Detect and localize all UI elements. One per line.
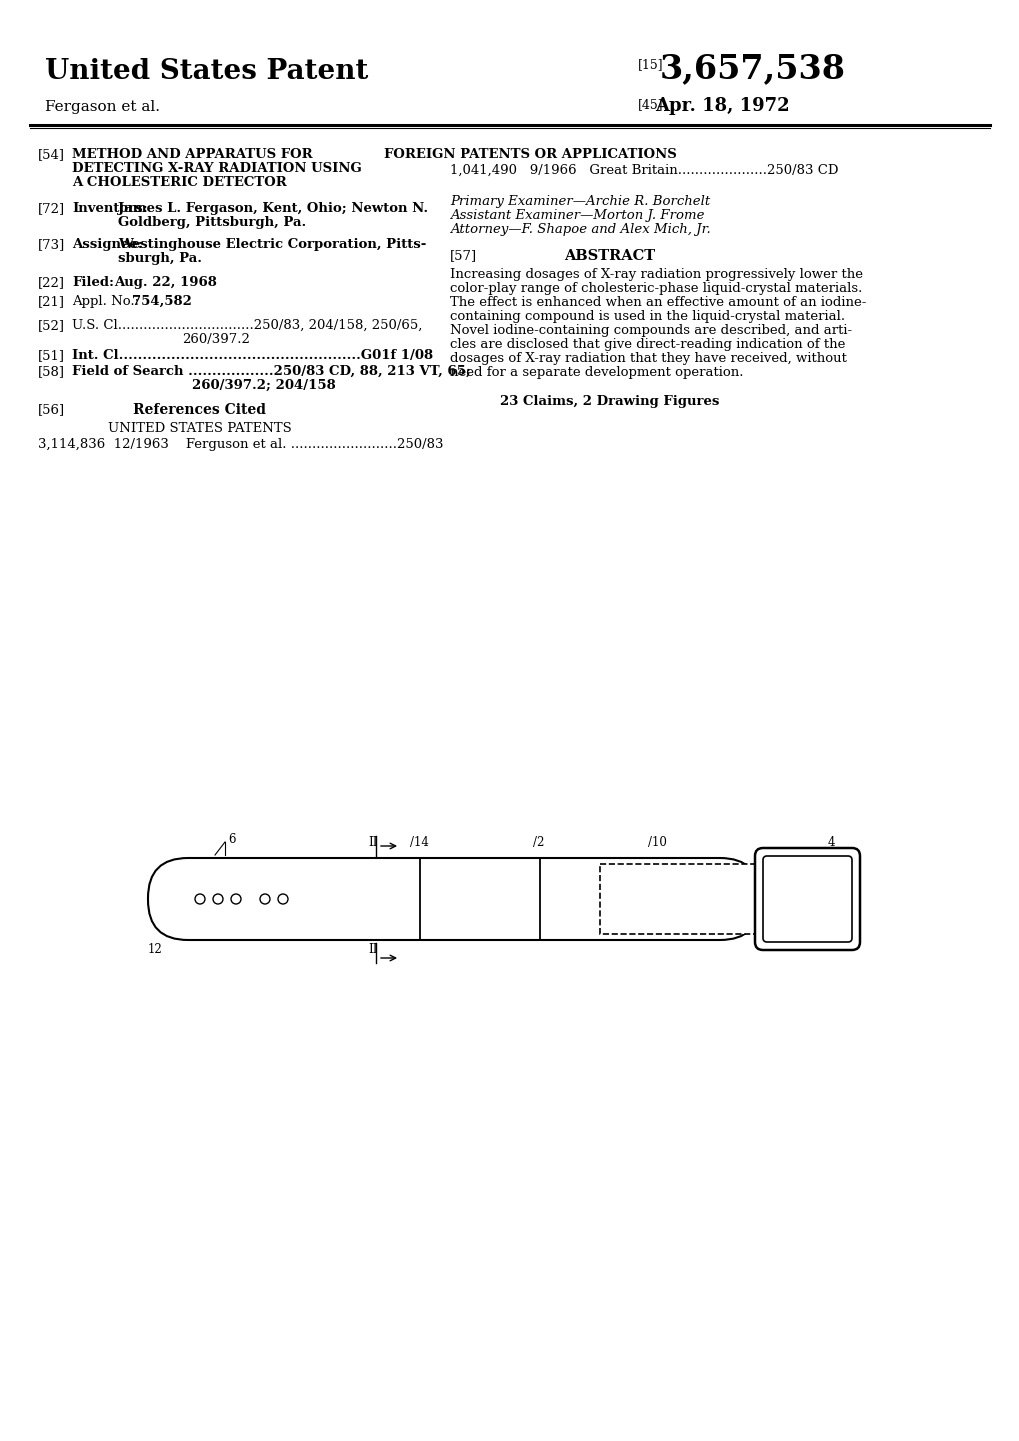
Text: [52]: [52] bbox=[38, 318, 65, 331]
Text: ABSTRACT: ABSTRACT bbox=[564, 249, 655, 264]
Text: [15]: [15] bbox=[637, 58, 663, 71]
Text: Assignee:: Assignee: bbox=[72, 238, 143, 251]
Text: sburgh, Pa.: sburgh, Pa. bbox=[118, 252, 202, 265]
Circle shape bbox=[213, 893, 223, 904]
Text: 12: 12 bbox=[148, 942, 163, 955]
Text: [51]: [51] bbox=[38, 349, 65, 362]
Text: [72]: [72] bbox=[38, 202, 65, 215]
Text: Inventors:: Inventors: bbox=[72, 202, 148, 215]
Text: II: II bbox=[368, 836, 377, 849]
Text: Goldberg, Pittsburgh, Pa.: Goldberg, Pittsburgh, Pa. bbox=[118, 216, 306, 229]
Circle shape bbox=[230, 893, 240, 904]
Text: FOREIGN PATENTS OR APPLICATIONS: FOREIGN PATENTS OR APPLICATIONS bbox=[383, 148, 676, 161]
Text: [21]: [21] bbox=[38, 295, 65, 308]
Text: Increasing dosages of X-ray radiation progressively lower the: Increasing dosages of X-ray radiation pr… bbox=[449, 268, 862, 281]
Circle shape bbox=[278, 893, 287, 904]
Text: Novel iodine-containing compounds are described, and arti-: Novel iodine-containing compounds are de… bbox=[449, 324, 851, 337]
Text: color-play range of cholesteric-phase liquid-crystal materials.: color-play range of cholesteric-phase li… bbox=[449, 282, 861, 295]
Text: 3,114,836  12/1963    Ferguson et al. .........................250/83: 3,114,836 12/1963 Ferguson et al. ......… bbox=[38, 438, 443, 451]
Text: References Cited: References Cited bbox=[133, 403, 266, 416]
Text: [54]: [54] bbox=[38, 148, 65, 161]
Text: A CHOLESTERIC DETECTOR: A CHOLESTERIC DETECTOR bbox=[72, 176, 286, 189]
Text: Filed:: Filed: bbox=[72, 277, 114, 290]
Text: /2: /2 bbox=[533, 836, 544, 849]
Text: need for a separate development operation.: need for a separate development operatio… bbox=[449, 366, 743, 379]
Text: [57]: [57] bbox=[449, 249, 477, 262]
Text: James L. Fergason, Kent, Ohio; Newton N.: James L. Fergason, Kent, Ohio; Newton N. bbox=[118, 202, 428, 215]
Text: /10: /10 bbox=[647, 836, 666, 849]
Text: /14: /14 bbox=[410, 836, 428, 849]
Text: UNITED STATES PATENTS: UNITED STATES PATENTS bbox=[108, 422, 291, 435]
FancyBboxPatch shape bbox=[762, 856, 851, 942]
Text: 3,657,538: 3,657,538 bbox=[659, 52, 845, 85]
Text: Westinghouse Electric Corporation, Pitts-: Westinghouse Electric Corporation, Pitts… bbox=[118, 238, 426, 251]
Text: II: II bbox=[368, 942, 377, 955]
Text: containing compound is used in the liquid-crystal material.: containing compound is used in the liqui… bbox=[449, 310, 845, 323]
Text: Attorney—F. Shapoe and Alex Mich, Jr.: Attorney—F. Shapoe and Alex Mich, Jr. bbox=[449, 223, 710, 236]
Bar bbox=[599, 865, 754, 934]
Text: 8: 8 bbox=[797, 895, 805, 908]
FancyBboxPatch shape bbox=[148, 857, 759, 940]
Text: Appl. No.:: Appl. No.: bbox=[72, 295, 139, 308]
Text: dosages of X-ray radiation that they have received, without: dosages of X-ray radiation that they hav… bbox=[449, 352, 846, 365]
Text: 4: 4 bbox=[827, 836, 835, 849]
Text: 260/397.2; 204/158: 260/397.2; 204/158 bbox=[192, 379, 335, 392]
Text: [56]: [56] bbox=[38, 403, 65, 416]
Text: The effect is enhanced when an effective amount of an iodine-: The effect is enhanced when an effective… bbox=[449, 295, 865, 308]
Text: Fergason et al.: Fergason et al. bbox=[45, 99, 160, 114]
Text: cles are disclosed that give direct-reading indication of the: cles are disclosed that give direct-read… bbox=[449, 339, 845, 352]
Text: United States Patent: United States Patent bbox=[45, 58, 368, 85]
Text: Field of Search ..................250/83 CD, 88, 213 VT, 65;: Field of Search ..................250/83… bbox=[72, 365, 471, 378]
Text: [58]: [58] bbox=[38, 365, 65, 378]
Circle shape bbox=[260, 893, 270, 904]
Text: 260/397.2: 260/397.2 bbox=[181, 333, 250, 346]
Text: Primary Examiner—Archie R. Borchelt: Primary Examiner—Archie R. Borchelt bbox=[449, 195, 709, 208]
Text: METHOD AND APPARATUS FOR: METHOD AND APPARATUS FOR bbox=[72, 148, 312, 161]
Text: 23 Claims, 2 Drawing Figures: 23 Claims, 2 Drawing Figures bbox=[500, 395, 719, 408]
FancyBboxPatch shape bbox=[754, 847, 859, 950]
Text: DETECTING X-RAY RADIATION USING: DETECTING X-RAY RADIATION USING bbox=[72, 161, 362, 174]
Text: [22]: [22] bbox=[38, 277, 65, 290]
Text: 6: 6 bbox=[228, 833, 235, 846]
Text: Int. Cl...................................................G01f 1/08: Int. Cl.................................… bbox=[72, 349, 433, 362]
Text: 754,582: 754,582 bbox=[131, 295, 192, 308]
Text: Aug. 22, 1968: Aug. 22, 1968 bbox=[114, 277, 217, 290]
Text: [45]: [45] bbox=[637, 98, 663, 111]
Text: [73]: [73] bbox=[38, 238, 65, 251]
Text: Assistant Examiner—Morton J. Frome: Assistant Examiner—Morton J. Frome bbox=[449, 209, 704, 222]
Text: U.S. Cl................................250/83, 204/158, 250/65,: U.S. Cl................................2… bbox=[72, 318, 422, 331]
Text: 1,041,490   9/1966   Great Britain.....................250/83 CD: 1,041,490 9/1966 Great Britain..........… bbox=[449, 164, 838, 177]
Circle shape bbox=[195, 893, 205, 904]
Text: Apr. 18, 1972: Apr. 18, 1972 bbox=[654, 97, 789, 115]
